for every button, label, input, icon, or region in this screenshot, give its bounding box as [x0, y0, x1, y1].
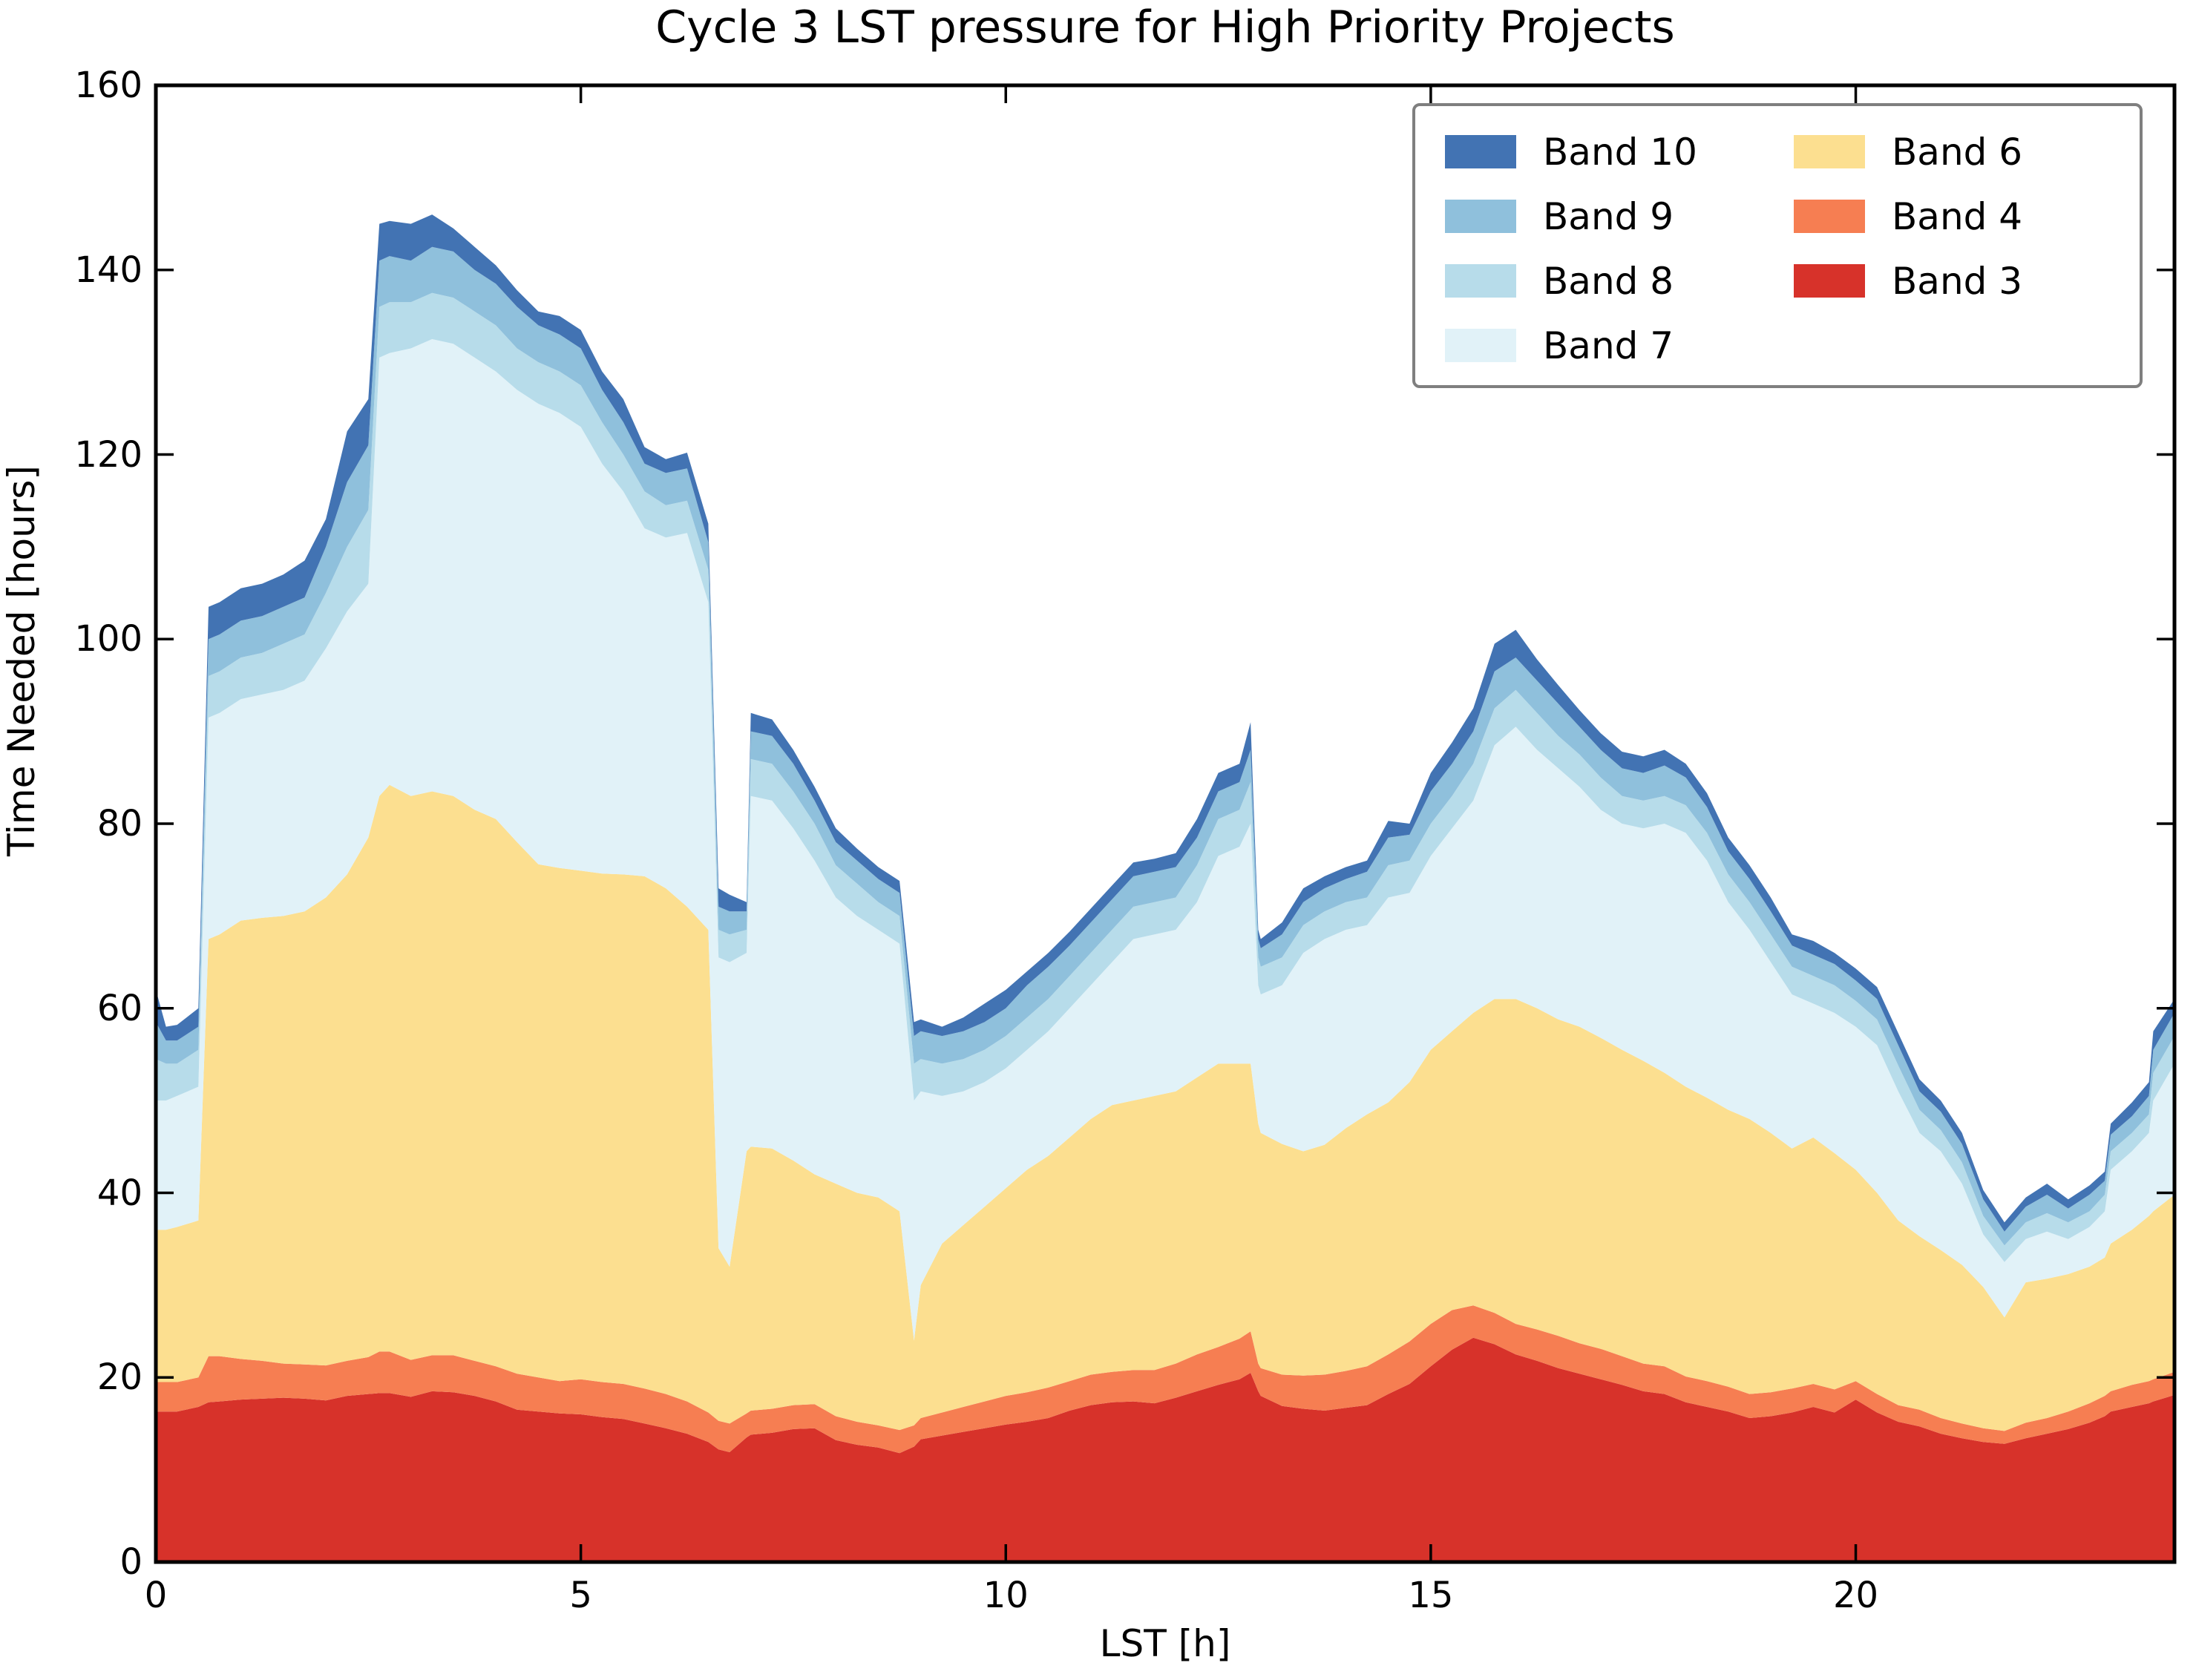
- legend-item-band-10: Band 10: [1445, 119, 1794, 184]
- band-6-swatch: [1794, 135, 1865, 168]
- legend-item-band-6: Band 6: [1794, 119, 2022, 184]
- area-band-3: [156, 1337, 2174, 1562]
- legend-item-band-9: Band 9: [1445, 184, 1794, 249]
- band-9-swatch: [1445, 200, 1516, 233]
- y-tick-label: 40: [96, 1172, 142, 1214]
- legend-column-1: Band 10 Band 9 Band 8 Band 7: [1445, 119, 1794, 378]
- area-band-9: [156, 246, 2174, 1246]
- legend-label: Band 10: [1543, 130, 1697, 174]
- y-tick-label: 100: [74, 618, 142, 660]
- band-8-swatch: [1445, 264, 1516, 298]
- x-tick-label: 5: [569, 1575, 592, 1616]
- area-band-7: [156, 339, 2174, 1341]
- y-tick-label: 140: [74, 249, 142, 291]
- legend-item-band-8: Band 8: [1445, 249, 1794, 313]
- area-band-6: [156, 784, 2174, 1431]
- band-7-swatch: [1445, 329, 1516, 362]
- legend: Band 10 Band 9 Band 8 Band 7 Band 6: [1412, 103, 2143, 388]
- legend-label: Band 9: [1543, 194, 1674, 238]
- band-4-swatch: [1794, 200, 1865, 233]
- y-tick-label: 80: [96, 803, 142, 844]
- y-tick-label: 120: [74, 433, 142, 476]
- y-tick-label: 60: [96, 987, 142, 1029]
- band-3-swatch: [1794, 264, 1865, 298]
- area-band-10: [156, 214, 2174, 1232]
- legend-label: Band 3: [1892, 259, 2023, 303]
- legend-item-band-7: Band 7: [1445, 313, 1794, 378]
- band-10-swatch: [1445, 135, 1516, 168]
- area-band-4: [156, 1305, 2174, 1454]
- x-axis-label: LST [h]: [1099, 1622, 1231, 1665]
- x-tick-label: 15: [1408, 1575, 1454, 1616]
- x-tick-label: 0: [144, 1575, 168, 1616]
- y-tick-label: 0: [119, 1541, 142, 1583]
- legend-label: Band 6: [1892, 130, 2023, 174]
- legend-item-band-4: Band 4: [1794, 184, 2022, 249]
- y-tick-label: 20: [96, 1356, 142, 1399]
- legend-label: Band 4: [1892, 194, 2023, 238]
- legend-label: Band 8: [1543, 259, 1674, 303]
- chart-title: Cycle 3 LST pressure for High Priority P…: [655, 1, 1675, 53]
- legend-label: Band 7: [1543, 324, 1674, 367]
- y-tick-label: 160: [74, 65, 142, 106]
- legend-item-band-3: Band 3: [1794, 249, 2022, 313]
- legend-column-2: Band 6 Band 4 Band 3: [1794, 119, 2022, 378]
- x-tick-label: 20: [1832, 1575, 1879, 1616]
- x-tick-label: 10: [983, 1575, 1029, 1616]
